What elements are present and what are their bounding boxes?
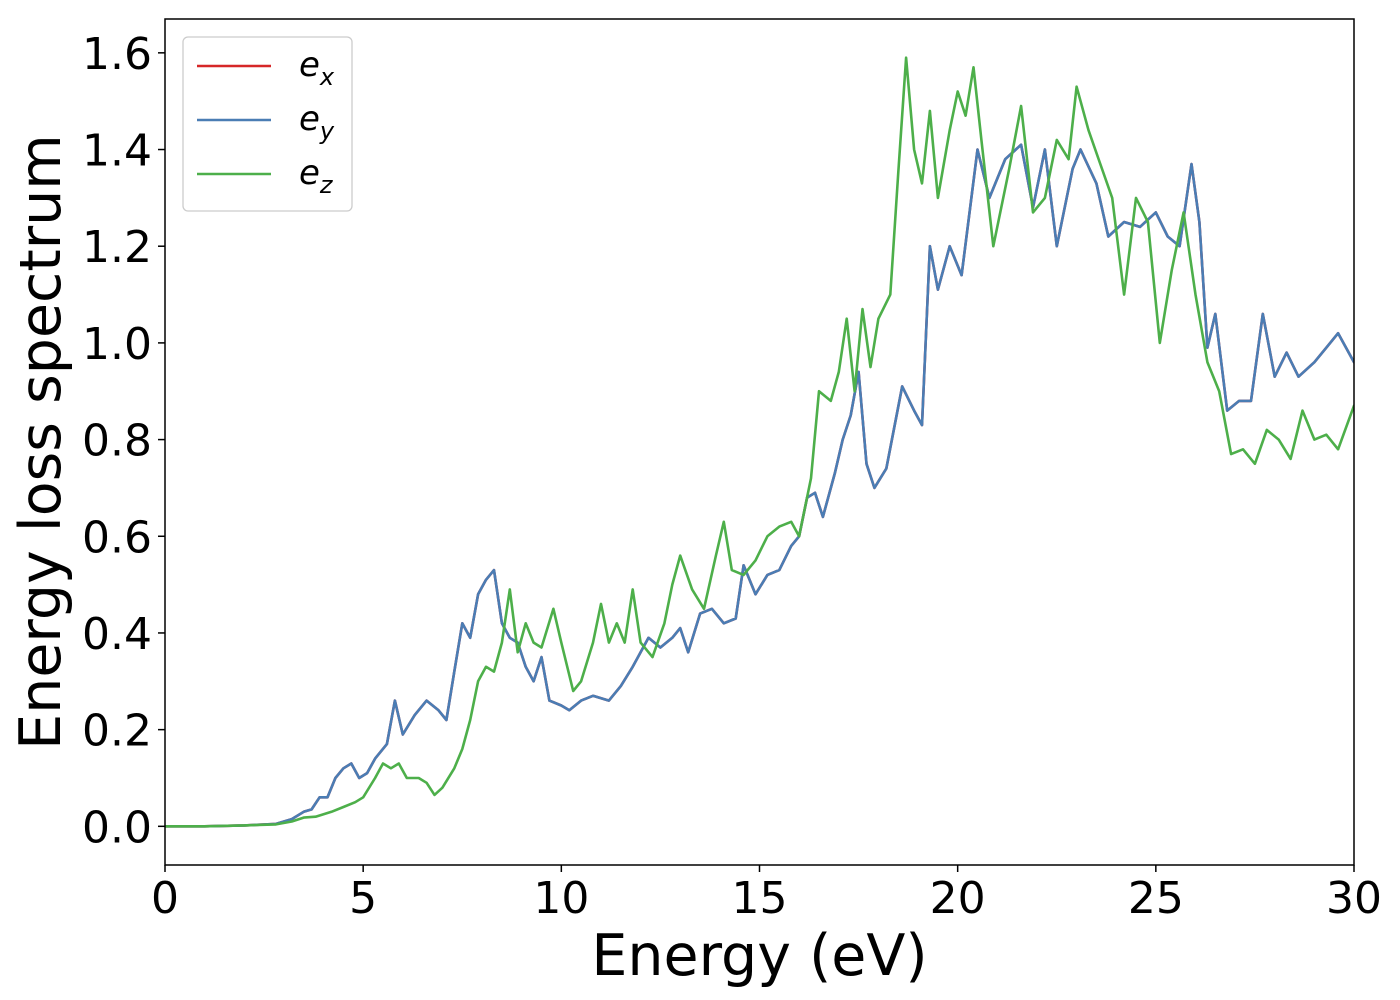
y-axis-label: Energy loss spectrum: [8, 134, 74, 750]
y-tick-label: 0.4: [82, 609, 152, 660]
series-layer: [165, 56, 1354, 828]
x-tick-label: 20: [930, 873, 986, 924]
y-tick-label: 1.2: [82, 222, 152, 273]
x-tick-label: 25: [1128, 873, 1184, 924]
y-tick-label: 1.4: [82, 126, 152, 177]
y-tick-label: 0.2: [82, 706, 152, 757]
legend-box: [182, 36, 353, 212]
x-tick-label: 30: [1326, 873, 1382, 924]
y-axis-ticks: 0.0 0.2 0.4 0.6 0.8 1.0 1.2 1.4 1.6: [82, 29, 165, 853]
x-tick-label: 0: [151, 873, 179, 924]
y-tick-label: 0.0: [82, 802, 152, 853]
x-tick-label: 15: [732, 873, 788, 924]
y-tick-label: 0.6: [82, 512, 152, 563]
x-axis-ticks: 0 5 10 15 20 25 30: [151, 865, 1382, 924]
x-axis-label: Energy (eV): [591, 923, 927, 989]
x-tick-label: 10: [533, 873, 589, 924]
x-tick-label: 5: [349, 873, 377, 924]
y-tick-label: 1.0: [82, 319, 152, 370]
y-tick-label: 0.8: [82, 416, 152, 467]
series-line-z: [165, 56, 1354, 828]
y-tick-label: 1.6: [82, 29, 152, 80]
